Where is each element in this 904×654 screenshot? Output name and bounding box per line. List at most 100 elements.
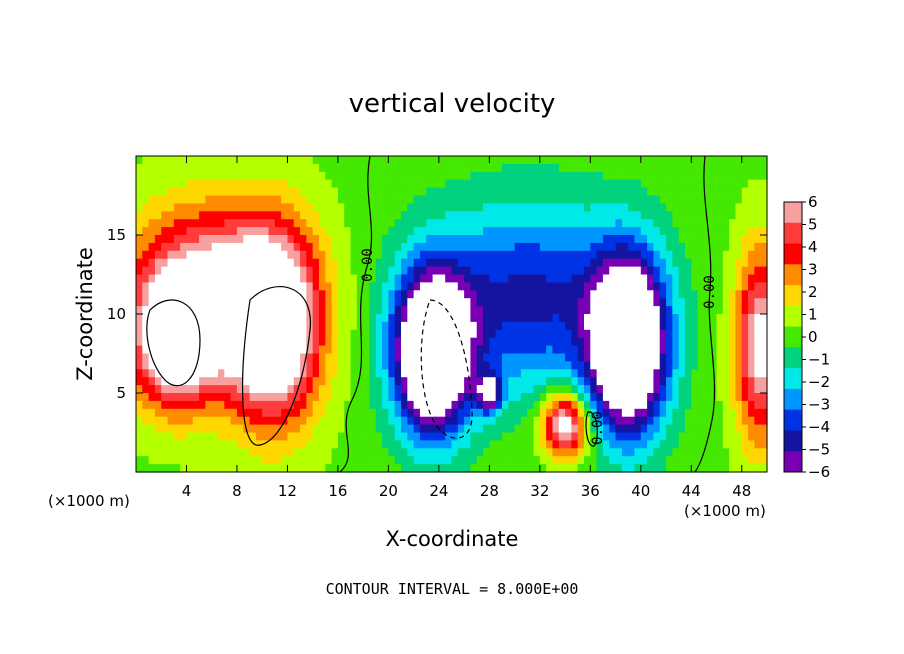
heat-cell: [621, 203, 629, 212]
heat-cell: [306, 282, 314, 291]
heat-cell: [154, 321, 162, 331]
heat-cell: [199, 250, 207, 260]
heat-cell: [634, 282, 642, 291]
heat-cell: [407, 266, 415, 276]
heat-cell: [136, 274, 143, 283]
heat-cell: [306, 440, 314, 449]
heat-cell: [243, 385, 251, 394]
heat-cell: [426, 440, 434, 449]
heat-cell: [445, 314, 453, 323]
heat-cell: [533, 432, 541, 441]
heat-cell: [344, 171, 352, 181]
heat-cell: [666, 211, 673, 220]
heat-cell: [382, 424, 389, 434]
heat-cell: [161, 314, 169, 323]
heat-cell: [369, 432, 377, 441]
heat-cell: [508, 369, 516, 378]
heat-cell: [634, 242, 642, 252]
heat-cell: [621, 171, 629, 181]
heat-cell: [148, 235, 156, 244]
heat-cell: [369, 290, 377, 299]
heat-cell: [571, 337, 579, 347]
heat-cell: [741, 179, 749, 189]
heat-cell: [142, 464, 150, 473]
heat-cell: [419, 432, 427, 441]
heat-cell: [495, 393, 503, 402]
heat-cell: [419, 156, 427, 165]
heat-cell: [262, 163, 270, 173]
heat-cell: [684, 337, 692, 347]
heat-cell: [445, 266, 453, 276]
heat-cell: [514, 361, 522, 370]
heat-cell: [735, 329, 743, 339]
heat-cell: [546, 369, 554, 378]
heat-cell: [419, 266, 427, 276]
heat-cell: [438, 156, 446, 165]
heat-cell: [647, 400, 655, 410]
heat-cell: [754, 250, 762, 260]
heat-cell: [180, 227, 188, 236]
heat-cell: [628, 203, 636, 212]
heat-cell: [218, 314, 225, 323]
heat-cell: [672, 274, 680, 283]
heat-cell: [590, 448, 598, 457]
heat-cell: [501, 227, 509, 236]
heat-cell: [760, 171, 768, 181]
heat-cell: [438, 393, 446, 402]
heat-cell: [621, 416, 629, 426]
heat-cell: [697, 227, 705, 236]
heat-cell: [647, 345, 655, 355]
chart-title: vertical velocity: [349, 89, 556, 119]
heat-cell: [167, 337, 175, 347]
heat-cell: [388, 227, 396, 236]
heat-cell: [300, 242, 307, 252]
heat-cell: [634, 298, 642, 307]
heat-cell: [205, 266, 213, 276]
heat-cell: [224, 203, 232, 212]
heat-cell: [571, 227, 579, 236]
heat-cell: [218, 266, 225, 276]
heat-cell: [445, 448, 453, 457]
heat-cell: [489, 369, 497, 378]
heat-cell: [438, 377, 446, 386]
heat-cell: [331, 385, 339, 394]
heat-cell: [729, 274, 737, 283]
heat-cell: [691, 195, 699, 204]
heat-cell: [230, 424, 238, 434]
heat-cell: [325, 337, 333, 347]
heat-cell: [615, 345, 623, 355]
heat-cell: [394, 163, 402, 173]
heat-cell: [268, 227, 276, 236]
heat-cell: [255, 235, 263, 244]
heat-cell: [621, 195, 629, 204]
heat-cell: [218, 171, 225, 181]
heat-cell: [136, 163, 143, 173]
heat-cell: [243, 361, 251, 370]
heat-cell: [255, 361, 263, 370]
heat-cell: [363, 353, 371, 362]
heat-cell: [653, 393, 661, 402]
x-tick-label: 24: [429, 482, 448, 500]
heat-cell: [710, 171, 718, 181]
heat-cell: [369, 298, 377, 307]
heat-cell: [173, 187, 181, 197]
heat-cell: [350, 266, 358, 276]
heat-cell: [205, 377, 213, 386]
heat-cell: [173, 464, 181, 473]
heat-cell: [300, 361, 307, 370]
heat-cell: [356, 195, 364, 204]
heat-cell: [154, 274, 162, 283]
heat-cell: [464, 432, 472, 441]
heat-cell: [741, 353, 749, 362]
heat-cell: [552, 171, 560, 181]
heat-cell: [527, 306, 535, 315]
heat-cell: [483, 187, 490, 197]
heat-cell: [432, 321, 440, 331]
heat-cell: [192, 337, 200, 347]
heat-cell: [716, 321, 724, 331]
heat-cell: [426, 179, 434, 189]
heat-cell: [741, 156, 749, 165]
zero-contour-left: [339, 155, 373, 473]
heat-cell: [255, 219, 263, 228]
heat-cell: [615, 187, 623, 197]
